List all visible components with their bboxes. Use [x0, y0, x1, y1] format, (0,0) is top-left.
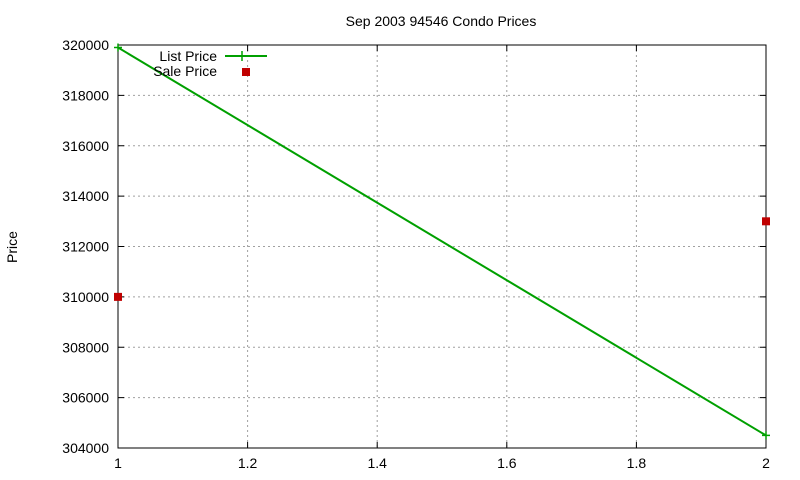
y-tick-label: 308000: [62, 339, 109, 355]
chart-title: Sep 2003 94546 Condo Prices: [346, 13, 537, 29]
x-tick-label: 1.4: [367, 455, 387, 471]
series-layer: [114, 43, 770, 440]
grid-lines: [118, 45, 766, 448]
y-tick-label: 310000: [62, 289, 109, 305]
y-tick-label: 318000: [62, 87, 109, 103]
y-tick-label: 312000: [62, 239, 109, 255]
x-tick-label: 1.6: [497, 455, 517, 471]
axis-ticks: 1 1.2 1.4 1.6 1.8 2 304000 306000 308000 310000 31…: [62, 37, 770, 471]
y-tick-label: 316000: [62, 138, 109, 154]
legend: List Price Sale Price: [153, 48, 267, 79]
x-tick-label: 1.8: [627, 455, 647, 471]
x-tick-label: 1: [114, 455, 122, 471]
legend-marker-list-price: [237, 51, 247, 61]
data-point-sale-price: [762, 217, 770, 226]
series-line-list-price: [117, 46, 767, 437]
data-point-list-price: [114, 43, 122, 52]
x-tick-label: 1.2: [238, 455, 258, 471]
x-tick-label: 2: [762, 455, 770, 471]
y-tick-label: 306000: [62, 390, 109, 406]
y-tick-label: 320000: [62, 37, 109, 53]
y-tick-label: 304000: [62, 440, 109, 456]
legend-marker-sale-price: [242, 68, 250, 76]
y-axis-label: Price: [4, 231, 20, 263]
legend-label-sale-price: Sale Price: [153, 63, 217, 79]
legend-label-list-price: List Price: [159, 48, 217, 64]
data-point-sale-price: [114, 292, 122, 301]
data-point-list-price: [762, 431, 770, 440]
y-tick-label: 314000: [62, 188, 109, 204]
